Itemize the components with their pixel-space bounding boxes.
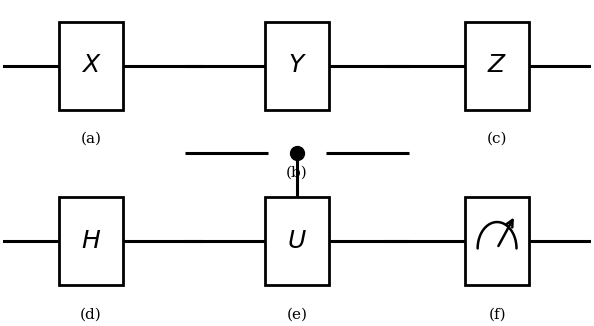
Bar: [265, 22, 329, 110]
Text: (a): (a): [81, 131, 102, 145]
Text: $X$: $X$: [81, 54, 102, 77]
Text: (e): (e): [286, 307, 308, 321]
Text: (d): (d): [80, 307, 102, 321]
Bar: [59, 22, 124, 110]
Text: $H$: $H$: [81, 230, 101, 253]
Bar: [465, 198, 529, 285]
Text: (c): (c): [487, 131, 507, 145]
Text: (b): (b): [286, 166, 308, 180]
Bar: [59, 198, 124, 285]
Text: $Z$: $Z$: [487, 54, 507, 77]
Bar: [265, 198, 329, 285]
Text: $Y$: $Y$: [287, 54, 307, 77]
Bar: [465, 22, 529, 110]
Text: (f): (f): [488, 307, 506, 321]
Text: $U$: $U$: [287, 230, 307, 253]
